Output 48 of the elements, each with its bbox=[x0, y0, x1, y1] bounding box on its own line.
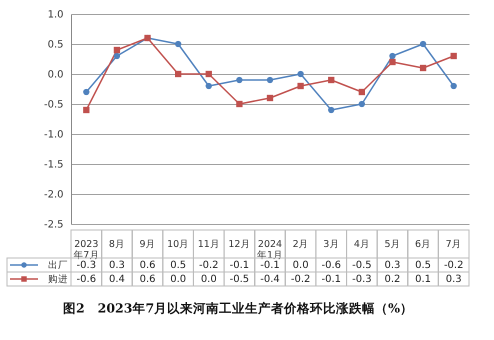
x-tick-label: 2月 bbox=[292, 239, 309, 250]
data-label: 0.3 bbox=[108, 260, 125, 271]
data-label: -0.3 bbox=[352, 274, 372, 285]
data-label: -0.6 bbox=[76, 274, 96, 285]
data-label: -0.5 bbox=[230, 274, 250, 285]
data-label: -0.3 bbox=[76, 260, 96, 271]
legend-label: 购进 bbox=[48, 273, 68, 285]
data-label: -0.2 bbox=[290, 274, 310, 285]
data-label: 0.5 bbox=[415, 260, 432, 271]
data-label: -0.2 bbox=[444, 260, 464, 271]
text: 图2 2023年7月以来河南工业生产者价格环比涨跌幅（%） bbox=[62, 300, 414, 316]
data-label: -0.1 bbox=[321, 274, 341, 285]
data-label: 0.3 bbox=[384, 260, 400, 271]
data-label: 0.5 bbox=[170, 260, 186, 271]
x-tick-label: 9月 bbox=[140, 239, 156, 250]
x-tick-label: 4月 bbox=[354, 239, 370, 250]
x-tick-label: 8月 bbox=[108, 239, 125, 250]
data-label: -0.1 bbox=[260, 260, 280, 271]
y-tick-label: 1.0 bbox=[48, 10, 64, 20]
data-label: 0.3 bbox=[446, 274, 462, 285]
data-label: 0.4 bbox=[108, 274, 125, 285]
y-tick-label: 0.0 bbox=[48, 70, 64, 80]
y-tick-label: -2.0 bbox=[44, 190, 64, 200]
x-tick-label: 11月 bbox=[198, 239, 220, 250]
y-tick-label: -0.5 bbox=[44, 100, 64, 110]
x-tick-label: 7月 bbox=[446, 239, 462, 250]
data-label: -0.6 bbox=[321, 260, 341, 271]
data-label: 0.2 bbox=[384, 274, 400, 285]
x-tick-label: 10月 bbox=[167, 239, 190, 250]
data-label: -0.5 bbox=[352, 260, 372, 271]
x-tick-label: 12月 bbox=[228, 239, 250, 250]
legend-label: 出厂 bbox=[48, 259, 68, 271]
y-tick-label: 0.5 bbox=[48, 40, 64, 50]
y-tick-label: -1.5 bbox=[44, 160, 64, 170]
data-label: 0.6 bbox=[140, 260, 156, 271]
data-label: 0.6 bbox=[140, 274, 156, 285]
data-label: 0.0 bbox=[292, 260, 309, 271]
y-tick-label: -2.5 bbox=[44, 220, 64, 230]
x-tick-label: 6月 bbox=[415, 239, 432, 250]
data-label: -0.4 bbox=[260, 274, 280, 285]
data-label: 0.1 bbox=[415, 274, 432, 285]
x-tick-label: 3月 bbox=[323, 239, 340, 250]
data-label: -0.2 bbox=[199, 260, 219, 271]
x-tick-label: 5月 bbox=[384, 239, 400, 250]
data-label: -0.1 bbox=[230, 260, 250, 271]
data-label: 0.0 bbox=[170, 274, 186, 285]
y-tick-label: -1.0 bbox=[44, 130, 64, 140]
data-label: 0.0 bbox=[200, 274, 217, 285]
